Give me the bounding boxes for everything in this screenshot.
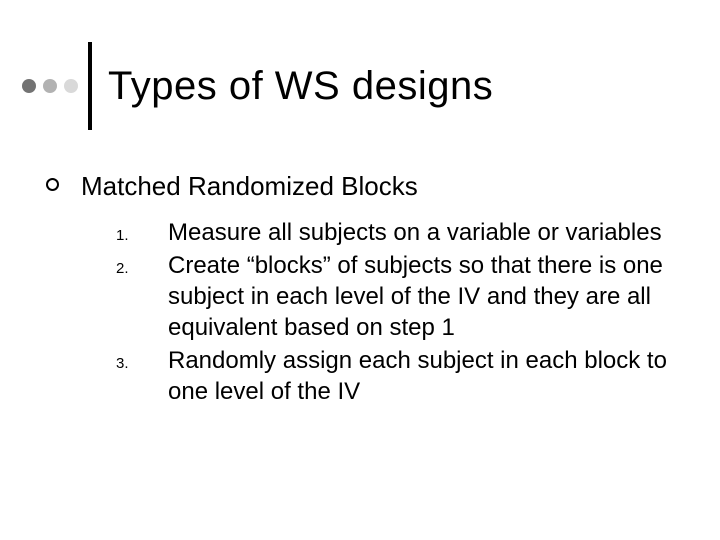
list-number: 3. — [116, 345, 168, 373]
list-text: Create “blocks” of subjects so that ther… — [168, 250, 690, 344]
bullet-text: Matched Randomized Blocks — [81, 170, 418, 203]
list-number: 2. — [116, 250, 168, 278]
list-item: 1. Measure all subjects on a variable or… — [116, 217, 690, 248]
dot-3 — [64, 79, 78, 93]
slide-body: Matched Randomized Blocks 1. Measure all… — [46, 170, 690, 410]
list-item: 3. Randomly assign each subject in each … — [116, 345, 690, 407]
list-text: Measure all subjects on a variable or va… — [168, 217, 690, 248]
slide-title: Types of WS designs — [108, 64, 493, 109]
list-number: 1. — [116, 217, 168, 245]
list-item: 2. Create “blocks” of subjects so that t… — [116, 250, 690, 344]
dot-2 — [43, 79, 57, 93]
slide: Types of WS designs Matched Randomized B… — [0, 0, 720, 540]
bullet-item: Matched Randomized Blocks — [46, 170, 690, 203]
title-divider — [88, 42, 92, 130]
numbered-list: 1. Measure all subjects on a variable or… — [116, 217, 690, 408]
bullet-mark-icon — [46, 178, 59, 191]
list-text: Randomly assign each subject in each blo… — [168, 345, 690, 407]
dot-1 — [22, 79, 36, 93]
title-dots — [22, 79, 78, 93]
title-row: Types of WS designs — [22, 42, 493, 130]
